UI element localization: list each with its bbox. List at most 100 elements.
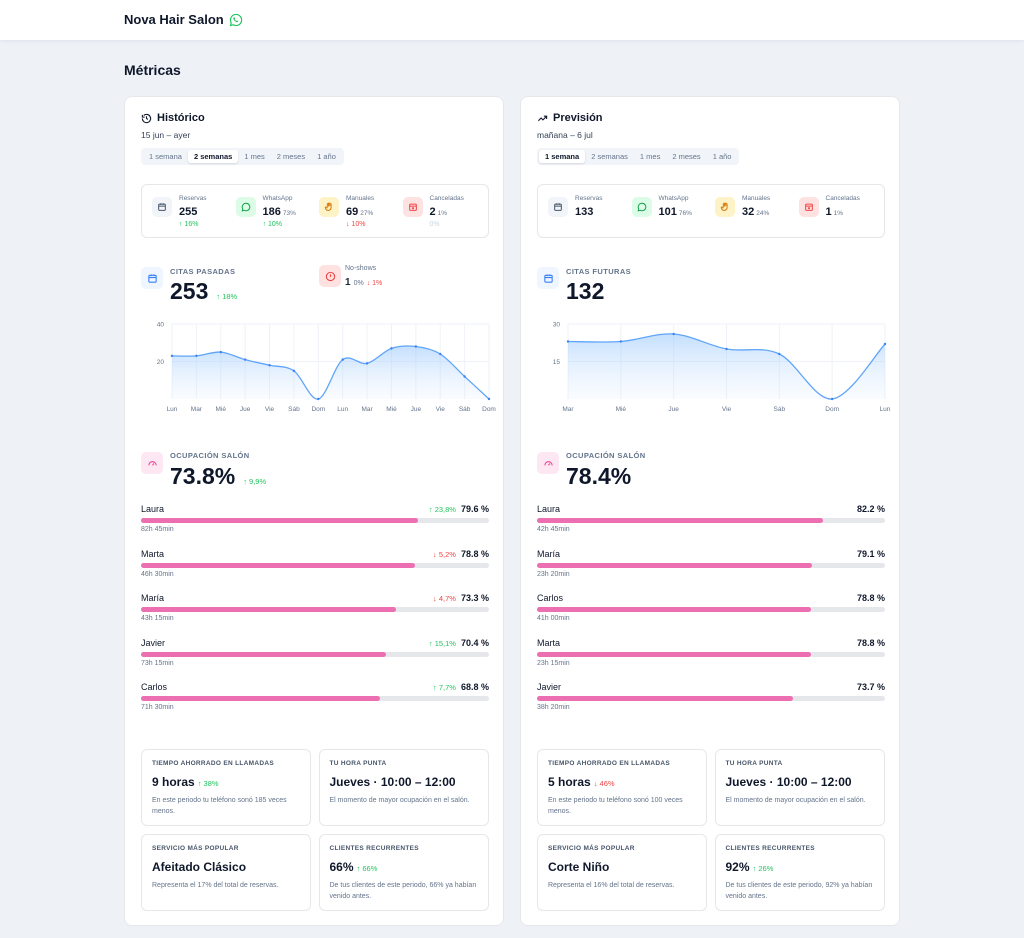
calendar-icon-glyph	[554, 203, 562, 211]
occupancy-bar	[141, 607, 397, 612]
period-option[interactable]: 1 semana	[149, 152, 182, 161]
brand[interactable]: Nova Hair Salon	[124, 12, 243, 27]
occupancy-track	[537, 562, 885, 568]
staff-row: Marta ↓ 5,2% 78.8 % 46h 30min	[141, 549, 489, 589]
calendar-x-icon	[798, 197, 819, 217]
card-value-wrap: 66% ↑ 66%	[330, 860, 378, 874]
calendar-blue-icon	[141, 267, 163, 289]
stat-pct: 27%	[360, 210, 374, 217]
x-tick-label: Mar	[191, 406, 203, 413]
staff-occupancy: 79.1 %	[856, 548, 885, 559]
card-title: CLIENTES RECURRENTES	[329, 845, 419, 852]
occupancy-track	[141, 518, 489, 523]
chart-area	[172, 345, 489, 400]
calendar-x-icon-glyph	[408, 203, 417, 211]
stat-value: 32	[742, 206, 755, 218]
x-tick-label: Dom	[825, 406, 839, 413]
period-option[interactable]: 1 mes	[639, 152, 661, 161]
card-title: TIEMPO AHORRADO EN LLAMADAS	[152, 760, 274, 767]
staff-name: Marta	[537, 637, 561, 648]
chart-point	[170, 354, 174, 358]
period-option[interactable]: 1 año	[317, 152, 336, 161]
stat-value: 133	[575, 206, 594, 218]
stat-label: Canceladas	[429, 195, 464, 202]
stat-value-wrap: 101 76%	[659, 206, 692, 218]
calendar-icon	[548, 197, 568, 217]
occupancy-track	[537, 607, 885, 612]
stat-value-wrap: 1 1%	[826, 206, 844, 218]
history-icon	[141, 113, 152, 124]
noshows-pct: 0%	[353, 280, 364, 287]
y-tick-label: 30	[553, 322, 561, 329]
period-option[interactable]: 2 meses	[672, 152, 701, 161]
hand-icon	[715, 197, 735, 217]
period-option[interactable]: 2 semanas	[591, 152, 628, 161]
occupancy-bar	[537, 518, 824, 523]
card-value-wrap: Jueves · 10:00 – 12:00	[726, 775, 852, 789]
card-description: De tus clientes de este periodo, 66% ya …	[329, 882, 477, 900]
stat-value: 255	[179, 206, 198, 218]
ocupacion-label: OCUPACIÓN SALÓN	[566, 451, 646, 460]
staff-occupancy: 78.8 %	[856, 637, 885, 648]
card-value-wrap: 92% ↑ 26%	[726, 860, 774, 874]
stat-label: Reservas	[179, 195, 207, 202]
period-option[interactable]: 1 semana	[539, 150, 586, 163]
card-description: Representa el 16% del total de reservas.	[548, 882, 675, 889]
insight-card: TIEMPO AHORRADO EN LLAMADAS 5 horas ↓ 46% E…	[537, 749, 707, 826]
staff-occupancy: 78.8 %	[460, 548, 489, 559]
insight-card: CLIENTES RECURRENTES 66% ↑ 66% De tus clien…	[318, 834, 489, 911]
stat-value: 186	[262, 206, 281, 218]
stat-label: Manuales	[346, 195, 375, 202]
card-value: 9 horas	[152, 775, 195, 789]
stat-pct: 24%	[756, 210, 770, 217]
card-change: ↑ 38%	[197, 779, 219, 788]
card-title: SERVICIO MÁS POPULAR	[548, 845, 635, 852]
prevision-panel: Previsión mañana – 6 jul 1 semana 2 semanas…	[520, 96, 900, 926]
occupancy-bar	[537, 562, 813, 568]
period-option[interactable]: 1 año	[712, 152, 732, 161]
period-option[interactable]: 2 semanas	[187, 150, 239, 163]
y-tick-label: 15	[553, 359, 561, 366]
staff-name: Carlos	[537, 593, 564, 603]
stat-value-wrap: 255	[179, 206, 197, 218]
staff-hours: 71h 30min	[141, 704, 174, 711]
x-tick-label: Dom	[482, 406, 496, 413]
stat-value-wrap: 186 73%	[263, 206, 296, 218]
insight-card: CLIENTES RECURRENTES 92% ↑ 26% De tus clien…	[714, 834, 885, 911]
occupancy-track	[141, 607, 489, 612]
noshows-label: No-shows	[345, 265, 377, 272]
period-selector: 1 semana 2 semanas 1 mes 2 meses 1 año	[537, 148, 740, 165]
chart-point	[463, 375, 466, 378]
ocupacion-label: OCUPACIÓN SALÓN	[170, 451, 250, 460]
staff-value-wrap: 73.7 %	[857, 682, 885, 692]
card-change: ↑ 66%	[356, 864, 378, 873]
citas-chart: 20 40 Lun Mar Mié Jue Vie Sáb Dom Lun Mar Mié Jue Vie…	[157, 322, 496, 414]
stat-change: ↑ 10%	[262, 221, 282, 228]
insight-card: SERVICIO MÁS POPULAR Corte Niño Representa…	[537, 834, 707, 911]
chart-point	[725, 347, 728, 351]
occupancy-bar	[141, 696, 381, 701]
period-option[interactable]: 2 meses	[276, 152, 306, 161]
x-tick-label: Vie	[722, 406, 732, 413]
brand-name: Nova Hair Salon	[124, 12, 224, 27]
period-option[interactable]: 1 mes	[244, 152, 265, 161]
chart-point	[672, 332, 675, 336]
occupancy-bar	[141, 651, 386, 657]
staff-row: María 79.1 % 23h 20min	[537, 549, 885, 589]
occupancy-track	[537, 518, 885, 523]
staff-row: Laura 82.2 % 42h 45min	[537, 504, 885, 544]
occupancy-bar	[141, 562, 416, 568]
staff-hours: 23h 20min	[537, 570, 570, 578]
staff-value-wrap: ↓ 4,7% 73.3 %	[433, 593, 489, 603]
gauge-icon-glyph	[543, 460, 553, 466]
chart-point	[487, 397, 491, 401]
stat-reservas: Reservas 255 ↑ 16%	[142, 194, 226, 234]
stat-whatsapp: WhatsApp 101 76%	[622, 194, 706, 234]
staff-value-wrap: 79.1 %	[857, 549, 885, 559]
chart-point	[619, 340, 623, 343]
staff-name: María	[537, 548, 561, 559]
citas-label: CITAS FUTURAS	[566, 267, 632, 276]
occupancy-track	[537, 651, 885, 657]
staff-name: Laura	[537, 504, 561, 514]
card-title: TU HORA PUNTA	[725, 760, 783, 767]
